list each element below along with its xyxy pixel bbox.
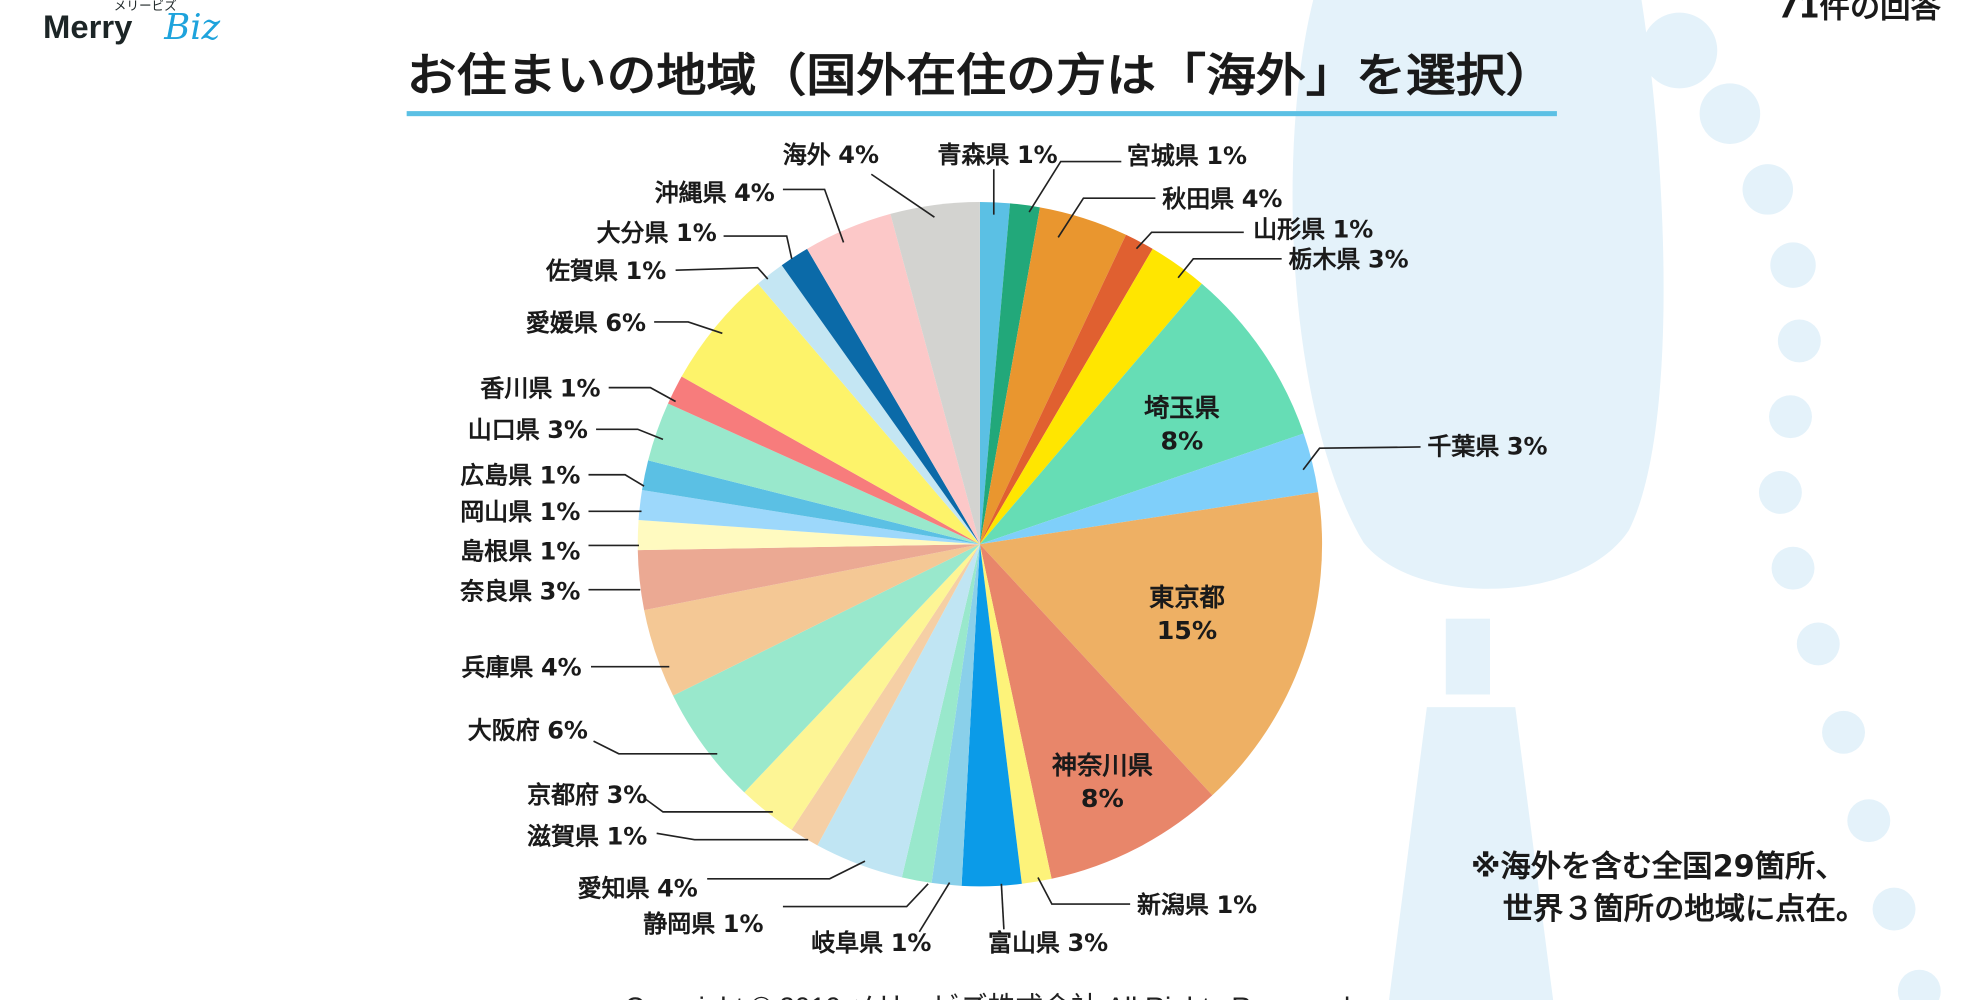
pie-slice — [979, 283, 1304, 545]
leader-line — [596, 428, 664, 441]
slice-labels: 青森県 1% 宮城県 1% 秋田県 4%山形県 1% 栃木県 3% 埼玉県 8% 千葉県 3% 東京都 15… — [459, 141, 1547, 957]
slice-label: 岐阜県 1% — [811, 929, 931, 957]
pie-slice — [979, 492, 1323, 796]
slice-label: 埼玉県 8% — [1144, 394, 1220, 456]
slice-label: 海外 4% — [783, 141, 879, 169]
note-line-2: 世界３箇所の地域に点在。 — [1503, 892, 1867, 927]
leader-line — [1302, 446, 1421, 471]
slice-label: 山形県 1% — [1253, 215, 1373, 243]
slice-label: 愛媛県 6% — [526, 309, 646, 337]
pie-slice — [979, 248, 1202, 545]
watermark-illustration — [1292, 0, 1941, 1000]
pie-slice — [638, 489, 980, 545]
pie-slice — [961, 544, 1022, 887]
slice-label: 宮城県 1% — [1127, 142, 1247, 170]
leader-line — [707, 860, 866, 880]
pie-slice — [781, 248, 980, 545]
leader-line — [870, 173, 935, 218]
pie-slice — [901, 544, 980, 883]
leader-line — [656, 832, 809, 841]
chart-title: お住まいの地域（国外在住の方は「海外」を選択） — [407, 49, 1556, 102]
slice-label: 京都府 3% — [527, 781, 647, 809]
svg-text:Merry: Merry — [43, 8, 133, 45]
leader-line — [593, 740, 718, 755]
copyright: Copyright © 2019 メリービズ株式会社 All Rights Re… — [625, 991, 1358, 1000]
slice-label: 東京都 15% — [1149, 583, 1225, 645]
slice-label: 滋賀県 1% — [527, 823, 647, 851]
pie-slice — [637, 544, 980, 611]
pie-slice — [979, 544, 1052, 884]
slice-label: 静岡県 1% — [643, 910, 763, 938]
slice-label: 栃木県 3% — [1288, 246, 1408, 274]
merrybiz-logo: Merry Biz メリービズ — [43, 0, 220, 48]
svg-text:Biz: Biz — [163, 7, 220, 48]
leader-line — [782, 188, 845, 243]
slice-label: 神奈川県 8% — [1052, 751, 1153, 813]
leader-line — [643, 797, 773, 813]
pie-slice — [644, 544, 980, 696]
leader-line — [782, 883, 929, 908]
leader-line — [1000, 883, 1005, 930]
leader-line — [1135, 231, 1244, 250]
slice-label: 沖縄県 4% — [655, 179, 775, 207]
svg-text:メリービズ: メリービズ — [114, 0, 177, 13]
pie-slice — [744, 544, 980, 830]
pie-slice — [979, 207, 1126, 545]
pie-chart — [637, 202, 1323, 887]
note: ※海外を含む全国29箇所、 世界３箇所の地域に点在。 — [1471, 848, 1866, 927]
pie-slice — [637, 519, 980, 551]
slice-label: 愛知県 4% — [578, 874, 698, 902]
slice-label: 青森県 1% — [937, 141, 1057, 169]
slice-label: 富山県 3% — [988, 929, 1108, 957]
pie-slice — [681, 283, 980, 545]
slice-label: 岡山県 1% — [460, 498, 580, 526]
leader-line — [1028, 160, 1122, 213]
slice-label: 秋田県 4% — [1162, 185, 1282, 213]
pie-slice — [979, 544, 1213, 879]
leader-line — [1177, 258, 1282, 279]
pie-slice — [890, 202, 980, 545]
pie-slice — [979, 433, 1319, 545]
slice-label: 広島県 1% — [460, 462, 580, 490]
slice-label: 新潟県 1% — [1137, 891, 1257, 919]
slice-label: 佐賀県 1% — [545, 257, 666, 285]
slice-label: 兵庫県 4% — [461, 654, 581, 682]
pie-slice — [642, 460, 980, 545]
pie-slice — [757, 265, 980, 545]
slice-label: 千葉県 3% — [1427, 433, 1547, 461]
pie-slice — [673, 544, 980, 793]
leader-line — [918, 882, 951, 933]
title-underline — [406, 111, 1557, 117]
leader-lines — [588, 160, 1421, 933]
slice-label: 島根県 1% — [460, 537, 580, 565]
pie-slice — [668, 376, 980, 545]
slice-label: 大阪府 6% — [468, 717, 588, 745]
pie-slice — [979, 203, 1040, 545]
pie-slice — [817, 544, 980, 878]
leader-line — [675, 266, 769, 280]
slice-label: 大分県 1% — [597, 219, 717, 247]
pie-slice — [979, 234, 1153, 545]
response-count: 71件の回答 — [1777, 0, 1941, 26]
note-line-1: ※海外を含む全国29箇所、 — [1471, 848, 1846, 884]
pie-slice — [979, 202, 1011, 545]
pie-slice — [648, 403, 980, 545]
pie-slice — [791, 544, 980, 846]
slice-label: 山口県 3% — [468, 416, 588, 444]
slice-label: 香川県 1% — [480, 374, 600, 402]
pie-slice — [807, 213, 980, 545]
leader-line — [608, 386, 677, 403]
leader-line — [588, 473, 645, 487]
leader-line — [654, 321, 723, 335]
leader-line — [1057, 197, 1156, 238]
pie-slice — [931, 544, 980, 886]
slice-label: 奈良県 3% — [459, 578, 580, 606]
leader-line — [1037, 877, 1131, 905]
leader-line — [723, 235, 793, 260]
